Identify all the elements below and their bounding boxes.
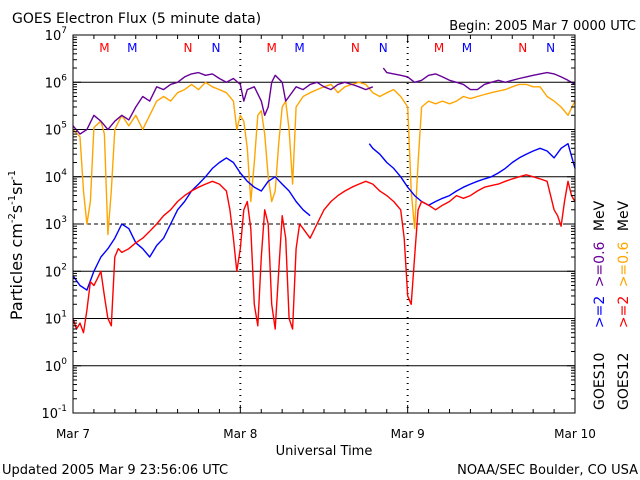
series-line: [368, 143, 576, 206]
plot-frame: [72, 34, 576, 414]
x-tick-label: Mar 9: [391, 427, 425, 441]
y-axis-label: Particles cm-2s-1sr-1: [7, 170, 26, 320]
series-line: [382, 67, 576, 91]
event-marker: N: [351, 41, 360, 55]
y-tick-label: 106: [45, 73, 68, 91]
series-line: [72, 71, 374, 135]
chart-title: GOES Electron Flux (5 minute data): [12, 11, 261, 27]
y-tick-label: 103: [45, 215, 67, 233]
x-tick-label: Mar 7: [56, 427, 90, 441]
legend-goes12-sat: GOES12: [616, 353, 632, 410]
series-layer: [72, 67, 576, 334]
series-line: [72, 81, 576, 236]
legend-goes10-lo: >=0.6: [592, 241, 608, 287]
legend-goes10-unit: MeV: [592, 200, 608, 231]
event-marker: M: [99, 41, 109, 55]
y-tick-label: 10-1: [41, 404, 67, 422]
x-tick-label: Mar 8: [223, 427, 257, 441]
event-marker: M: [267, 41, 277, 55]
y-tick-label: 105: [45, 121, 67, 139]
event-marker: M: [127, 41, 137, 55]
legend-goes10-hi: >=2: [592, 296, 608, 328]
legend-goes12-lo: >=0.6: [616, 241, 632, 287]
legend-goes12: GOES12 >=2 >=0.6 MeV: [616, 200, 632, 410]
legend-goes12-hi: >=2: [616, 296, 632, 328]
updated-label: Updated 2005 Mar 9 23:56:06 UTC: [2, 463, 228, 478]
y-tick-label: 101: [45, 310, 67, 328]
x-tick-label: Mar 10: [554, 427, 596, 441]
y-tick-label: 102: [45, 262, 67, 280]
event-marker: N: [518, 41, 527, 55]
y-tick-label: 100: [45, 357, 68, 375]
x-axis-label: Universal Time: [276, 444, 373, 459]
y-tick-label: 104: [45, 168, 68, 186]
begin-label: Begin: 2005 Mar 7 0000 UTC: [449, 19, 636, 34]
x-axis-ticks: Mar 7 Mar 8 Mar 9 Mar 10: [56, 35, 596, 441]
grid-lines: [73, 35, 575, 413]
legend-goes12-unit: MeV: [616, 200, 632, 231]
credit-label: NOAA/SEC Boulder, CO USA: [457, 463, 638, 478]
event-marker: N: [379, 41, 388, 55]
event-marker: M: [434, 41, 444, 55]
event-marker: N: [546, 41, 555, 55]
event-marker: M: [462, 41, 472, 55]
legend-goes10-sat: GOES10: [592, 353, 608, 410]
event-marker: N: [184, 41, 193, 55]
event-marker: M: [294, 41, 304, 55]
series-line: [72, 174, 576, 334]
event-marker: N: [211, 41, 220, 55]
y-tick-label: 107: [45, 26, 67, 44]
legend-goes10: GOES10 >=2 >=0.6 MeV: [592, 200, 608, 410]
y-axis-ticks: 10-1 100 101 102 103 104 105 106 107: [41, 26, 575, 422]
